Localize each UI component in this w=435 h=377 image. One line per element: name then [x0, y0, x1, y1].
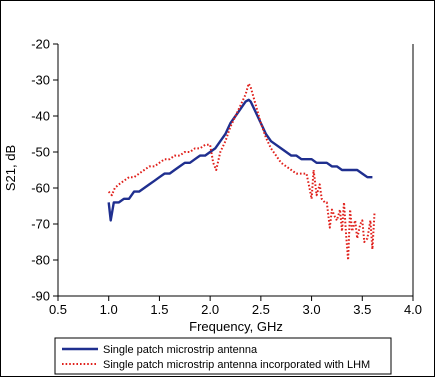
x-tick-label: 2.0 — [201, 302, 219, 317]
y-ticks: -20 -30 -40 -50 -60 -70 -80 -90 — [31, 37, 58, 304]
x-tick-label: 3.5 — [353, 302, 371, 317]
y-tick-label: -20 — [31, 37, 50, 52]
y-tick-label: -90 — [31, 289, 50, 304]
y-tick-label: -40 — [31, 109, 50, 124]
series-line-1 — [107, 98, 373, 222]
plot-area: 0.5 1.0 1.5 2.0 2.5 3.0 3.5 4.0 -20 -30 -40 -50 -60… — [31, 37, 422, 318]
y-tick-label: -60 — [31, 181, 50, 196]
y-tick-label: -70 — [31, 217, 50, 232]
y-tick-label: -30 — [31, 73, 50, 88]
series-lines — [107, 82, 376, 261]
y-tick-label: -80 — [31, 253, 50, 268]
legend-label-series-2: Single patch microstrip antenna incorpor… — [103, 359, 370, 371]
legend: Single patch microstrip antenna Single p… — [54, 337, 392, 375]
x-tick-label: 4.0 — [404, 302, 422, 317]
y-tick-label: -50 — [31, 145, 50, 160]
x-ticks: 0.5 1.0 1.5 2.0 2.5 3.0 3.5 4.0 — [49, 296, 422, 317]
series-line-2 — [107, 82, 376, 261]
legend-box — [54, 337, 392, 375]
y-axis-title: S21, dB — [3, 145, 18, 191]
legend-label-series-1: Single patch microstrip antenna — [103, 344, 258, 356]
x-tick-label: 1.0 — [100, 302, 118, 317]
x-tick-label: 0.5 — [49, 302, 67, 317]
x-tick-label: 2.5 — [252, 302, 270, 317]
x-tick-label: 1.5 — [150, 302, 168, 317]
x-axis-title: Frequency, GHz — [189, 319, 283, 334]
x-tick-label: 3.0 — [303, 302, 321, 317]
